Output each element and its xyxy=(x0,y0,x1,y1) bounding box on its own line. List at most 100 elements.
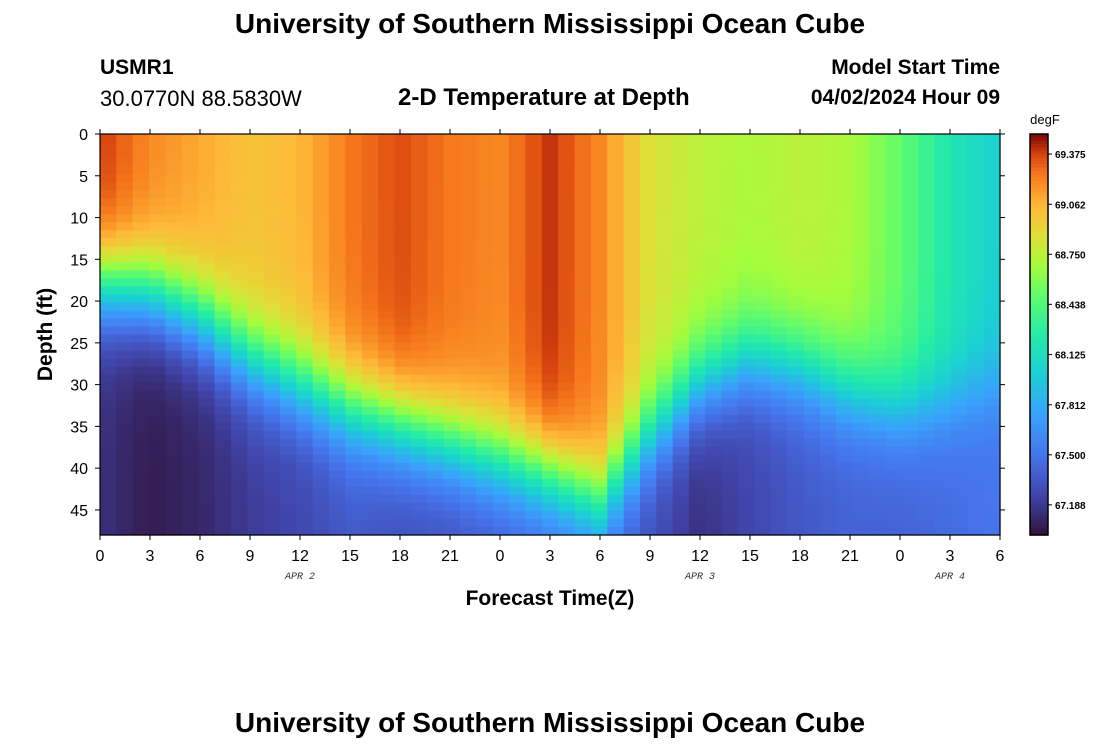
heatmap-cell xyxy=(165,446,183,456)
heatmap-cell xyxy=(721,134,739,143)
heatmap-cell xyxy=(181,246,199,255)
heatmap-cell xyxy=(754,246,772,255)
heatmap-cell xyxy=(640,486,657,496)
heatmap-cell xyxy=(738,174,756,183)
heatmap-cell xyxy=(705,246,723,255)
heatmap-cell xyxy=(623,318,641,328)
colorbar-segment xyxy=(1030,154,1048,158)
heatmap-cell xyxy=(247,286,265,295)
heatmap-cell xyxy=(738,502,756,512)
heatmap-cell xyxy=(967,494,985,504)
heatmap-cell xyxy=(427,502,445,512)
heatmap-cell xyxy=(754,238,772,247)
heatmap-cell xyxy=(836,382,854,392)
heatmap-cell xyxy=(443,214,461,223)
heatmap-cell xyxy=(460,494,477,504)
heatmap-cell xyxy=(950,518,968,528)
heatmap-cell xyxy=(852,158,870,167)
heatmap-cell xyxy=(181,454,199,464)
heatmap-cell xyxy=(509,334,527,344)
heatmap-cell xyxy=(476,238,494,247)
heatmap-cell xyxy=(280,326,297,336)
heatmap-cell xyxy=(100,478,117,488)
heatmap-cell xyxy=(918,374,936,384)
heatmap-cell xyxy=(247,502,265,512)
heatmap-cell xyxy=(721,262,739,271)
heatmap-cell xyxy=(721,230,739,239)
colorbar-segment xyxy=(1030,377,1048,382)
heatmap-cell xyxy=(640,302,657,312)
heatmap-cell xyxy=(574,270,592,279)
heatmap-cell xyxy=(181,478,199,488)
heatmap-cell xyxy=(983,222,1001,231)
heatmap-cell xyxy=(721,222,739,231)
heatmap-cell xyxy=(950,526,968,536)
heatmap-cell xyxy=(820,150,837,159)
colorbar-segment xyxy=(1030,481,1048,486)
colorbar-segment xyxy=(1030,314,1048,319)
heatmap-cell xyxy=(427,398,445,408)
heatmap-cell xyxy=(492,510,510,520)
heatmap-cell xyxy=(983,502,1001,512)
heatmap-cell xyxy=(492,158,510,167)
heatmap-cell xyxy=(394,406,412,416)
heatmap-cell xyxy=(836,326,854,336)
heatmap-cell xyxy=(754,462,772,472)
heatmap-cell xyxy=(541,518,559,528)
heatmap-cell xyxy=(705,350,723,360)
heatmap-cell xyxy=(901,294,919,304)
heatmap-cell xyxy=(541,222,559,231)
heatmap-cell xyxy=(394,470,412,480)
x-axis-label: Forecast Time(Z) xyxy=(466,587,635,610)
heatmap-cell xyxy=(607,254,625,263)
heatmap-cell xyxy=(509,198,527,207)
heatmap-cell xyxy=(247,174,265,183)
heatmap-cell xyxy=(885,286,903,295)
heatmap-cell xyxy=(214,470,232,480)
heatmap-cell xyxy=(803,182,821,191)
heatmap-cell xyxy=(721,302,739,312)
heatmap-cell xyxy=(296,486,314,496)
heatmap-cell xyxy=(640,438,657,448)
heatmap-cell xyxy=(721,206,739,215)
heatmap-cell xyxy=(460,150,477,159)
x-tick-label: 6 xyxy=(996,548,1005,565)
heatmap-cell xyxy=(590,414,608,424)
heatmap-cell xyxy=(820,406,837,416)
heatmap-cell xyxy=(607,142,625,151)
heatmap-cell xyxy=(378,342,396,352)
heatmap-cell xyxy=(967,158,985,167)
heatmap-cell xyxy=(852,318,870,328)
heatmap-cell xyxy=(885,358,903,368)
y-tick-label: 30 xyxy=(70,378,88,395)
colorbar-segment xyxy=(1030,184,1048,189)
heatmap-cell xyxy=(640,454,657,464)
heatmap-cell xyxy=(640,350,657,360)
heatmap-cell xyxy=(656,350,674,360)
heatmap-cell xyxy=(721,334,739,344)
heatmap-cell xyxy=(198,158,216,167)
heatmap-cell xyxy=(181,310,199,320)
colorbar-segment xyxy=(1030,434,1048,439)
heatmap-cell xyxy=(590,406,608,416)
heatmap-cell xyxy=(934,478,952,488)
heatmap-cell xyxy=(361,166,379,175)
heatmap-cell xyxy=(214,158,232,167)
heatmap-cell xyxy=(721,142,739,151)
heatmap-cell xyxy=(116,438,134,448)
x-tick-label: 3 xyxy=(946,548,955,565)
heatmap-cell xyxy=(803,262,821,271)
heatmap-cell xyxy=(378,526,396,536)
heatmap-cell xyxy=(705,398,723,408)
heatmap-cell xyxy=(378,142,396,151)
heatmap-cell xyxy=(443,142,461,151)
x-tick-label: 0 xyxy=(96,548,105,565)
heatmap-cell xyxy=(329,230,347,239)
heatmap-cell xyxy=(558,206,576,215)
heatmap-cell xyxy=(574,446,592,456)
heatmap-cell xyxy=(427,222,445,231)
heatmap-cell xyxy=(198,478,216,488)
heatmap-cell xyxy=(329,190,347,199)
heatmap-cell xyxy=(983,254,1001,263)
heatmap-cell xyxy=(901,142,919,151)
